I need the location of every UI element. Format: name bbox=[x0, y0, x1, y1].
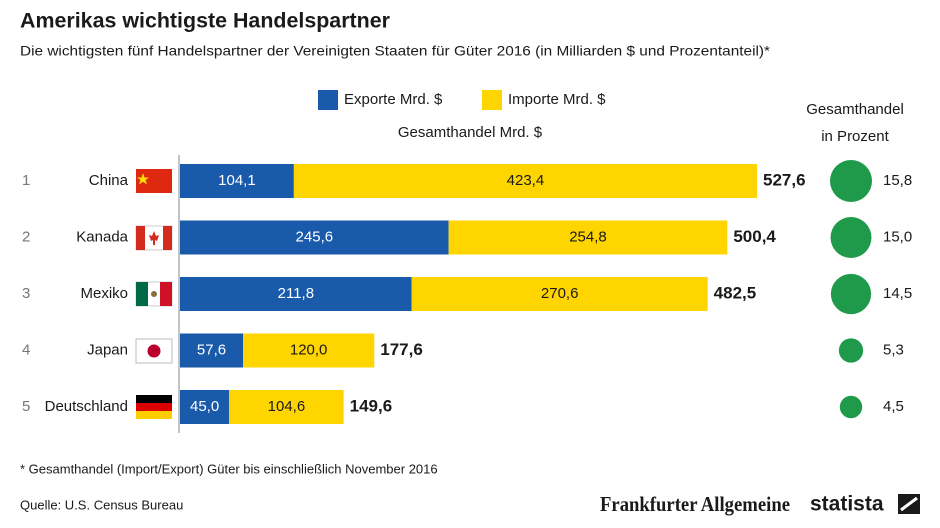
bar-segment bbox=[243, 333, 375, 368]
logo-faz: Frankfurter Allgemeine bbox=[600, 492, 790, 516]
bar-segment bbox=[180, 220, 449, 255]
share-circle bbox=[839, 395, 863, 419]
category-label: China bbox=[89, 172, 129, 189]
flag-china bbox=[136, 169, 172, 193]
rank: 2 bbox=[22, 228, 30, 245]
value-label: 270,6 bbox=[541, 285, 579, 302]
value-label: 245,6 bbox=[296, 228, 334, 245]
value-label: 211,8 bbox=[278, 285, 314, 302]
flag-mexico bbox=[135, 281, 173, 307]
value-label: 423,4 bbox=[507, 172, 545, 189]
share-label: 14,5 bbox=[883, 285, 912, 302]
share-circle bbox=[830, 217, 872, 258]
share-label: 4,5 bbox=[883, 398, 904, 415]
bar-segment bbox=[229, 390, 344, 424]
axis-label: Gesamthandel Mrd. $ bbox=[398, 124, 543, 141]
share-label: 15,8 bbox=[883, 172, 912, 189]
bar-segment bbox=[180, 390, 230, 424]
value-label: 120,0 bbox=[290, 341, 328, 358]
legend-swatch bbox=[318, 90, 338, 110]
bar-segment bbox=[448, 220, 728, 255]
legend-swatch bbox=[482, 90, 502, 110]
bar-segment bbox=[293, 164, 757, 198]
share-label: 15,0 bbox=[883, 228, 912, 245]
bar-segment bbox=[180, 164, 294, 198]
rank: 3 bbox=[22, 285, 30, 302]
value-label: 45,0 bbox=[190, 398, 219, 415]
category-label: Japan bbox=[87, 341, 128, 358]
footnote: * Gesamthandel (Import/Export) Güter bis… bbox=[20, 461, 438, 476]
share-title: Gesamthandel bbox=[806, 101, 904, 118]
flag-canada bbox=[135, 225, 173, 251]
total-label: 482,5 bbox=[714, 283, 757, 302]
share-label: 5,3 bbox=[883, 341, 904, 358]
logo-statista: statista bbox=[810, 493, 884, 516]
category-label: Deutschland bbox=[45, 398, 128, 415]
share-title: in Prozent bbox=[821, 128, 889, 145]
value-label: 104,1 bbox=[218, 172, 256, 189]
share-circle bbox=[838, 338, 864, 363]
category-label: Mexiko bbox=[80, 285, 128, 302]
bar-segment bbox=[180, 277, 412, 311]
rank: 1 bbox=[22, 172, 30, 189]
value-label: 57,6 bbox=[197, 341, 226, 358]
total-label: 149,6 bbox=[350, 396, 393, 415]
legend-label: Exporte Mrd. $ bbox=[344, 91, 443, 108]
total-label: 527,6 bbox=[763, 170, 806, 189]
chart-subtitle: Die wichtigsten fünf Handelspartner der … bbox=[20, 43, 771, 59]
bar-segment bbox=[411, 277, 708, 311]
flag-japan bbox=[135, 338, 173, 364]
total-label: 500,4 bbox=[733, 227, 776, 246]
value-label: 254,8 bbox=[569, 228, 607, 245]
source: Quelle: U.S. Census Bureau bbox=[20, 497, 183, 512]
share-circle bbox=[830, 273, 872, 315]
rank: 5 bbox=[22, 398, 30, 415]
total-label: 177,6 bbox=[380, 340, 423, 359]
share-circle bbox=[830, 160, 872, 202]
statista-icon bbox=[898, 494, 920, 514]
value-label: 104,6 bbox=[268, 398, 306, 415]
rank: 4 bbox=[22, 341, 30, 358]
legend-label: Importe Mrd. $ bbox=[508, 91, 606, 108]
bar-segment bbox=[180, 333, 244, 368]
chart-title: Amerikas wichtigste Handelspartner bbox=[20, 10, 390, 33]
category-label: Kanada bbox=[76, 228, 128, 245]
flag-germany bbox=[136, 395, 172, 419]
